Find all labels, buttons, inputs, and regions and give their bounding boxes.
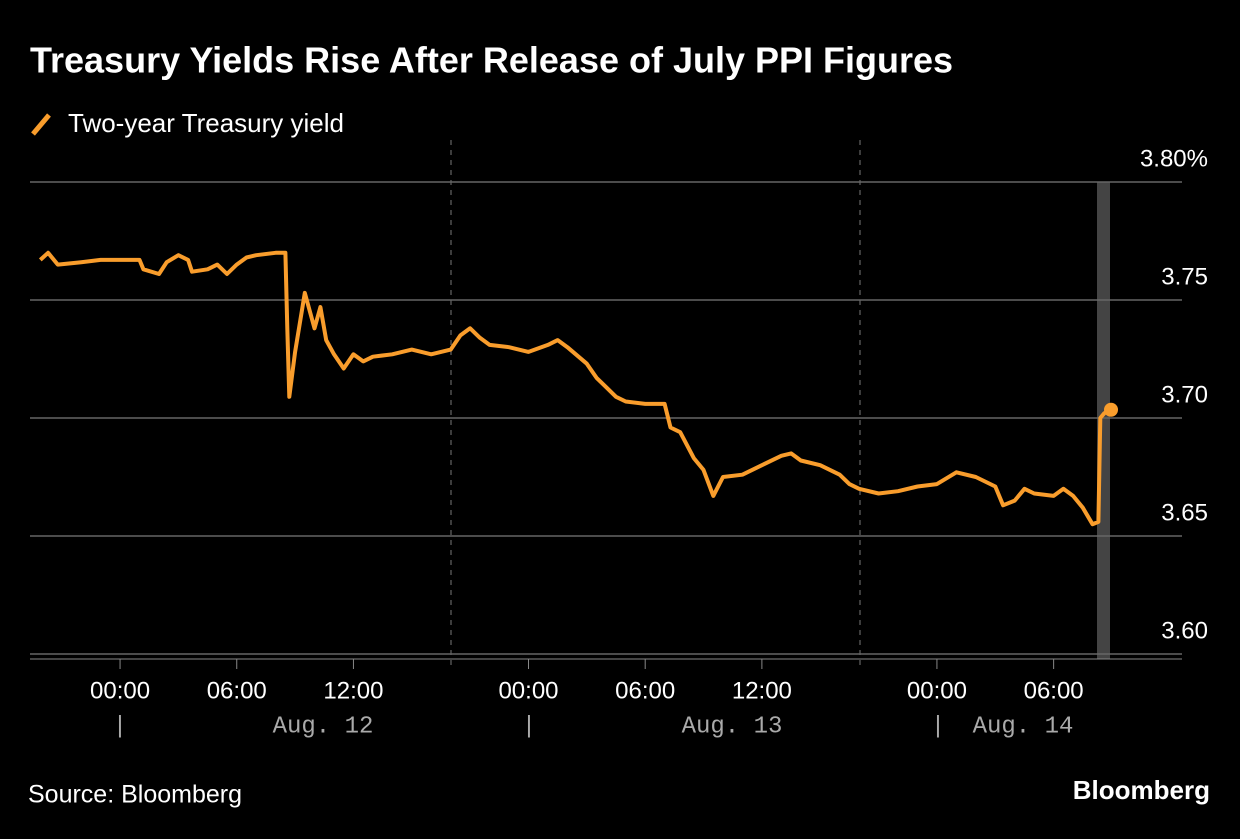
x-tick-label: 06:00 [615,677,675,704]
chart-title: Treasury Yields Rise After Release of Ju… [30,40,953,81]
y-tick-label: 3.65 [1161,499,1208,526]
x-tick-label: 00:00 [907,677,967,704]
y-tick-label: 3.70 [1161,381,1208,408]
x-tick-label: 12:00 [732,677,792,704]
series-line [38,250,1112,527]
y-tick-label: 3.75 [1161,263,1208,290]
x-tick-label: 00:00 [498,677,558,704]
y-tick-label: 3.80% [1140,145,1208,172]
legend-swatch [31,113,51,136]
end-point [1104,402,1119,417]
x-tick-label: 06:00 [1024,677,1084,704]
x-tick-label: 06:00 [207,677,267,704]
date-label: Aug. 13 [682,713,783,740]
brand: Bloomberg [1073,775,1210,805]
date-label: Aug. 12 [273,713,374,740]
date-label: Aug. 14 [973,713,1074,740]
date-divider: | [931,713,945,740]
highlight-band [1097,182,1110,659]
x-tick-label: 12:00 [323,677,383,704]
date-divider: | [522,713,536,740]
y-tick-label: 3.60 [1161,617,1208,644]
source: Source: Bloomberg [28,781,242,809]
x-tick-label: 00:00 [90,677,150,704]
legend-label: Two-year Treasury yield [68,108,344,138]
date-divider: | [113,713,127,740]
